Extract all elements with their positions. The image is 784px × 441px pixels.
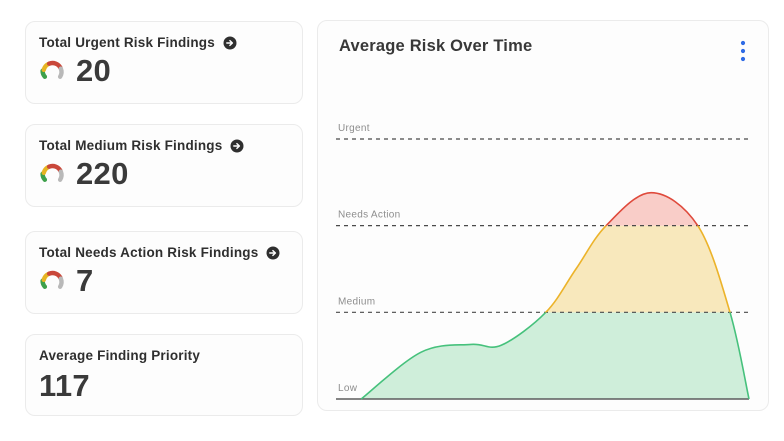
arrow-circle-right-icon[interactable] xyxy=(230,139,244,153)
kpi-card-medium: Total Medium Risk Findings 220 xyxy=(25,124,303,207)
svg-text:Urgent: Urgent xyxy=(338,123,370,134)
kpi-card-title: Average Finding Priority xyxy=(39,348,201,363)
gauge-icon xyxy=(40,163,64,182)
arrow-circle-right-icon[interactable] xyxy=(223,36,237,50)
kebab-vertical-icon xyxy=(740,40,746,62)
kpi-card-value: 20 xyxy=(76,53,112,88)
arrow-circle-right-icon[interactable] xyxy=(266,246,280,260)
kpi-card-title: Total Medium Risk Findings xyxy=(39,138,223,153)
svg-text:Medium: Medium xyxy=(338,296,375,307)
kpi-card-needs-action: Total Needs Action Risk Findings 7 xyxy=(25,231,303,314)
svg-text:Needs Action: Needs Action xyxy=(338,210,401,221)
svg-text:Low: Low xyxy=(338,383,358,394)
chart-menu-button[interactable] xyxy=(732,37,754,63)
gauge-icon xyxy=(40,270,64,289)
kpi-card-avg-priority: Average Finding Priority 117 xyxy=(25,334,303,416)
kpi-card-value: 220 xyxy=(76,156,129,191)
chart-title: Average Risk Over Time xyxy=(339,37,533,55)
kpi-card-value: 7 xyxy=(76,263,94,298)
kpi-card-value: 117 xyxy=(39,368,90,403)
kpi-card-title: Total Needs Action Risk Findings xyxy=(39,245,259,260)
risk-over-time-card: Low Medium Needs Action Urgent Average Risk… xyxy=(317,20,769,411)
kpi-card-title: Total Urgent Risk Findings xyxy=(39,35,215,50)
gauge-icon xyxy=(40,60,64,79)
kpi-card-urgent: Total Urgent Risk Findings 20 xyxy=(25,21,303,104)
risk-area-chart: Low Medium Needs Action Urgent xyxy=(336,123,750,400)
